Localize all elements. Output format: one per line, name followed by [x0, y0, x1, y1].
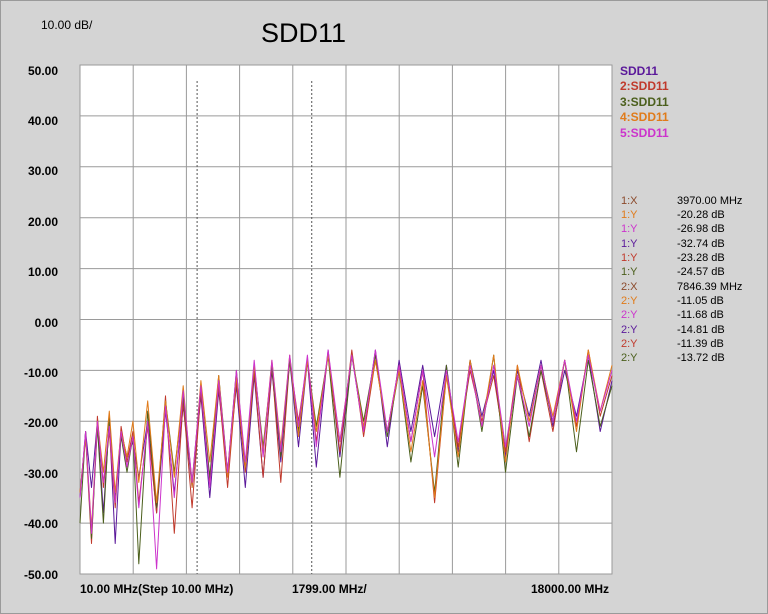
- series-line: [79, 349, 613, 529]
- marker-value: -14.81 dB: [677, 324, 725, 336]
- legend-item: 3:SDD11: [620, 95, 669, 109]
- marker-name: 2:Y: [621, 352, 638, 364]
- x-tick-label-step: 1799.00 MHz/: [292, 582, 367, 596]
- marker-name: 2:Y: [621, 309, 638, 321]
- legend-item: 4:SDD11: [620, 110, 669, 124]
- marker-value: 7846.39 MHz: [677, 281, 743, 293]
- marker-name: 1:Y: [621, 223, 638, 235]
- y-tick-label: 50.00: [27, 64, 58, 78]
- y-tick-label: 20.00: [27, 215, 58, 229]
- legend-item: 2:SDD11: [620, 79, 669, 93]
- marker-value: -11.05 dB: [677, 295, 724, 307]
- marker-name: 2:Y: [621, 295, 638, 307]
- y-tick-label: -30.00: [23, 467, 58, 481]
- y-tick-label: -10.00: [23, 366, 58, 380]
- x-tick-label-stop: 18000.00 MHz: [531, 582, 610, 596]
- marker-name: 1:Y: [621, 238, 638, 250]
- series-line: [79, 349, 613, 570]
- x-tick-label-start: 10.00 MHz(Step 10.00 MHz): [80, 582, 234, 596]
- marker-value: -11.68 dB: [677, 309, 724, 321]
- marker-name: 1:X: [621, 195, 638, 207]
- y-tick-label: 0.00: [34, 316, 58, 330]
- marker-value: -20.28 dB: [677, 209, 725, 221]
- marker-value: 3970.00 MHz: [677, 195, 743, 207]
- marker-name: 1:Y: [621, 209, 638, 221]
- y-tick-label: 40.00: [27, 114, 58, 128]
- marker-name: 1:Y: [621, 266, 638, 278]
- marker-value: -13.72 dB: [677, 352, 725, 364]
- y-tick-label: -40.00: [23, 517, 58, 531]
- marker-name: 2:X: [621, 281, 638, 293]
- legend-item: SDD11: [620, 64, 659, 78]
- chart-title: SDD11: [261, 18, 347, 48]
- scale-label: 10.00 dB/: [41, 18, 93, 32]
- marker-value: -11.39 dB: [677, 338, 724, 350]
- y-tick-label: 10.00: [27, 265, 58, 279]
- marker-value: -23.28 dB: [677, 252, 725, 264]
- marker-name: 2:Y: [621, 338, 638, 350]
- y-tick-label: -50.00: [23, 568, 58, 582]
- legend-item: 5:SDD11: [620, 126, 669, 140]
- marker-name: 1:Y: [621, 252, 638, 264]
- marker-value: -26.98 dB: [677, 223, 725, 235]
- y-tick-label: -20.00: [23, 416, 58, 430]
- marker-value: -32.74 dB: [677, 238, 725, 250]
- marker-value: -24.57 dB: [677, 266, 725, 278]
- y-tick-label: 30.00: [27, 164, 58, 178]
- marker-name: 2:Y: [621, 324, 638, 336]
